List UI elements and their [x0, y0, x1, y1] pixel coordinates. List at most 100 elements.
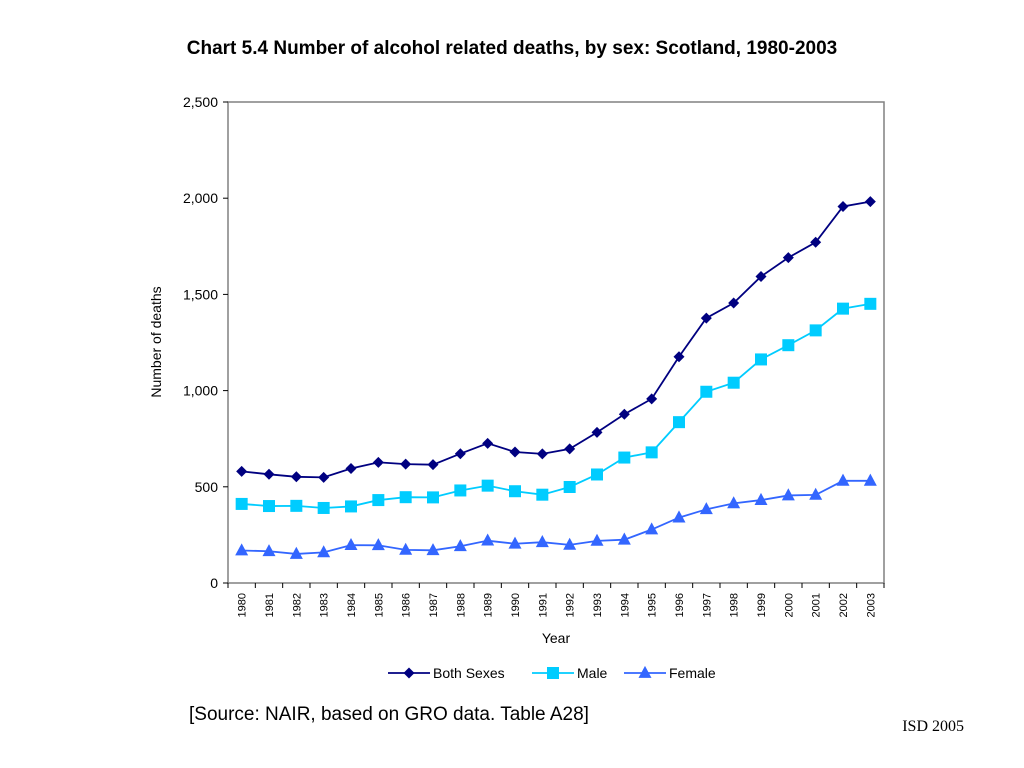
legend: Both Sexes Male Female [388, 665, 716, 681]
data-point-diamond [755, 271, 767, 283]
data-point-triangle [289, 546, 303, 559]
x-tick-label: 1995 [647, 593, 659, 617]
line-chart: 0 500 1,000 1,500 2,000 2,500 1980 1981 1982 1983… [148, 94, 885, 681]
data-point-triangle [645, 522, 659, 535]
series-layer [235, 196, 877, 559]
y-tick-label: 2,500 [183, 94, 218, 110]
y-tick-label: 2,000 [183, 190, 218, 206]
data-point-square [563, 480, 576, 493]
data-point-square [547, 667, 559, 679]
data-point-square [263, 500, 275, 513]
data-point-diamond [403, 667, 415, 679]
x-tick-label: 2000 [783, 593, 795, 617]
data-point-triangle [617, 532, 631, 545]
data-point-square [290, 499, 303, 512]
data-point-triangle [371, 538, 385, 551]
data-point-square [645, 446, 658, 459]
data-point-triangle [836, 473, 850, 486]
data-point-triangle [727, 496, 741, 509]
data-point-square [837, 302, 849, 315]
data-point-triangle [672, 510, 686, 523]
axes: 0 500 1,000 1,500 2,000 2,500 1980 1981 1982 1983… [183, 94, 885, 617]
data-point-square [317, 501, 330, 514]
data-point-triangle [699, 502, 713, 515]
data-point-diamond [236, 465, 248, 477]
data-point-triangle [781, 488, 795, 501]
data-point-diamond [318, 471, 330, 483]
x-tick-label: 1994 [619, 593, 631, 617]
data-point-diamond [290, 471, 302, 483]
series-female [235, 473, 877, 559]
data-point-square [509, 485, 521, 498]
x-tick-label: 1999 [756, 593, 768, 617]
plot-area [227, 101, 885, 584]
data-point-square [481, 479, 494, 492]
data-point-square [454, 484, 467, 497]
data-point-diamond [509, 446, 521, 458]
x-tick-label: 1990 [510, 593, 522, 617]
data-point-diamond [536, 448, 548, 460]
data-point-square [864, 297, 877, 310]
data-point-triangle [317, 545, 331, 558]
legend-label: Male [577, 665, 608, 681]
x-tick-label: 1997 [701, 593, 713, 617]
data-point-triangle [563, 537, 577, 550]
data-point-square [782, 339, 795, 352]
y-tick-label: 500 [195, 479, 219, 495]
data-point-square [235, 497, 248, 510]
x-tick-label: 2003 [865, 593, 877, 617]
series-male [235, 297, 877, 514]
data-point-square [755, 353, 767, 366]
series-both-sexes [236, 196, 876, 483]
chart-title: Chart 5.4 Number of alcohol related deat… [186, 38, 838, 59]
data-point-diamond [673, 351, 685, 363]
y-tick-label: 1,000 [183, 383, 218, 399]
data-point-square [591, 468, 603, 481]
x-tick-label: 1984 [346, 593, 358, 617]
x-tick-label: 1985 [373, 593, 385, 617]
data-point-diamond [372, 456, 384, 468]
x-tick-label: 1987 [428, 593, 440, 617]
data-point-triangle [262, 544, 276, 557]
data-point-square [727, 376, 740, 389]
data-point-diamond [564, 443, 576, 455]
y-axis-label: Number of deaths [148, 286, 164, 397]
data-point-triangle [399, 542, 413, 555]
data-point-diamond [427, 459, 439, 471]
legend-label: Female [669, 665, 716, 681]
data-point-diamond [810, 236, 822, 248]
data-point-square [673, 416, 685, 429]
data-point-triangle [590, 533, 604, 546]
legend-item: Both Sexes [388, 665, 505, 681]
data-point-diamond [263, 468, 275, 480]
x-tick-label: 2002 [838, 593, 850, 617]
x-tick-label: 1986 [401, 593, 413, 617]
data-point-square [427, 491, 439, 504]
legend-item: Male [532, 665, 608, 681]
data-point-diamond [454, 448, 466, 460]
x-tick-label: 1998 [729, 593, 741, 617]
data-point-triangle [638, 665, 652, 678]
data-point-diamond [837, 200, 849, 212]
x-tick-label: 1980 [237, 593, 249, 617]
data-point-diamond [700, 312, 712, 324]
footer-organization: ISD 2005 [902, 718, 964, 735]
x-tick-label: 2001 [811, 593, 823, 617]
data-point-diamond [400, 458, 412, 470]
legend-item: Female [624, 665, 716, 681]
data-point-triangle [453, 539, 467, 552]
x-tick-label: 1981 [264, 593, 276, 617]
data-point-diamond [591, 426, 603, 438]
data-point-square [399, 491, 412, 504]
data-point-diamond [345, 463, 357, 475]
data-point-triangle [508, 536, 522, 549]
data-point-diamond [782, 252, 794, 264]
data-point-square [536, 488, 549, 501]
x-tick-label: 1992 [565, 593, 577, 617]
x-axis-label: Year [542, 630, 571, 646]
x-tick-label: 1988 [455, 593, 467, 617]
source-note: [Source: NAIR, based on GRO data. Table … [189, 704, 589, 725]
data-point-diamond [864, 196, 876, 208]
data-point-triangle [235, 543, 249, 556]
data-point-triangle [344, 537, 358, 550]
